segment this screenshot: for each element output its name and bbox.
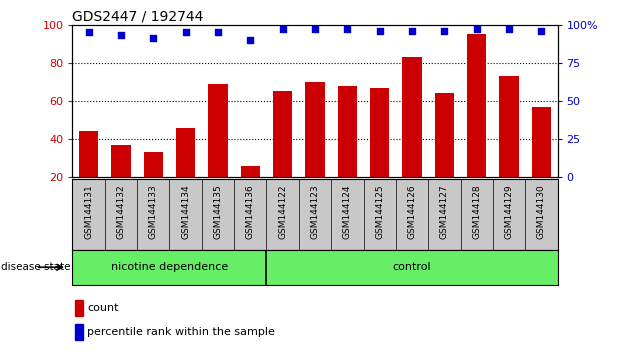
Text: GSM144132: GSM144132 bbox=[117, 184, 125, 239]
Text: GSM144135: GSM144135 bbox=[214, 184, 222, 239]
Text: GDS2447 / 192744: GDS2447 / 192744 bbox=[72, 10, 204, 24]
Point bbox=[213, 30, 223, 35]
Text: nicotine dependence: nicotine dependence bbox=[111, 262, 228, 272]
Bar bbox=[112, 145, 130, 177]
Bar bbox=[144, 152, 163, 177]
Bar bbox=[532, 107, 551, 177]
Point bbox=[536, 28, 546, 34]
Text: GSM144128: GSM144128 bbox=[472, 184, 481, 239]
Bar bbox=[76, 300, 83, 316]
Point bbox=[472, 27, 482, 32]
Text: control: control bbox=[392, 262, 432, 272]
Point bbox=[439, 28, 449, 34]
Bar bbox=[306, 82, 324, 177]
Bar bbox=[79, 131, 98, 177]
Text: GSM144129: GSM144129 bbox=[505, 184, 513, 239]
Text: GSM144124: GSM144124 bbox=[343, 184, 352, 239]
Point bbox=[181, 30, 191, 35]
Text: disease state: disease state bbox=[1, 262, 71, 272]
Text: count: count bbox=[87, 303, 118, 313]
Point bbox=[375, 28, 385, 34]
Bar bbox=[403, 57, 421, 177]
Bar bbox=[241, 166, 260, 177]
Bar bbox=[209, 84, 227, 177]
Text: GSM144126: GSM144126 bbox=[408, 184, 416, 239]
Bar bbox=[500, 76, 518, 177]
Point bbox=[342, 27, 352, 32]
Text: GSM144122: GSM144122 bbox=[278, 184, 287, 239]
Bar bbox=[273, 91, 292, 177]
Text: GSM144125: GSM144125 bbox=[375, 184, 384, 239]
Text: GSM144127: GSM144127 bbox=[440, 184, 449, 239]
Bar bbox=[76, 324, 83, 340]
Text: GSM144123: GSM144123 bbox=[311, 184, 319, 239]
Bar bbox=[435, 93, 454, 177]
Text: GSM144130: GSM144130 bbox=[537, 184, 546, 239]
Point bbox=[84, 30, 94, 35]
Bar bbox=[338, 86, 357, 177]
Point bbox=[278, 27, 288, 32]
Text: GSM144133: GSM144133 bbox=[149, 184, 158, 239]
Point bbox=[310, 27, 320, 32]
Bar bbox=[176, 127, 195, 177]
Text: GSM144134: GSM144134 bbox=[181, 184, 190, 239]
Text: GSM144136: GSM144136 bbox=[246, 184, 255, 239]
Bar bbox=[467, 34, 486, 177]
Point bbox=[407, 28, 417, 34]
Point bbox=[504, 27, 514, 32]
Text: GSM144131: GSM144131 bbox=[84, 184, 93, 239]
Point bbox=[116, 33, 126, 38]
Bar bbox=[370, 87, 389, 177]
Text: percentile rank within the sample: percentile rank within the sample bbox=[87, 327, 275, 337]
Point bbox=[148, 36, 158, 41]
Point bbox=[245, 37, 255, 43]
